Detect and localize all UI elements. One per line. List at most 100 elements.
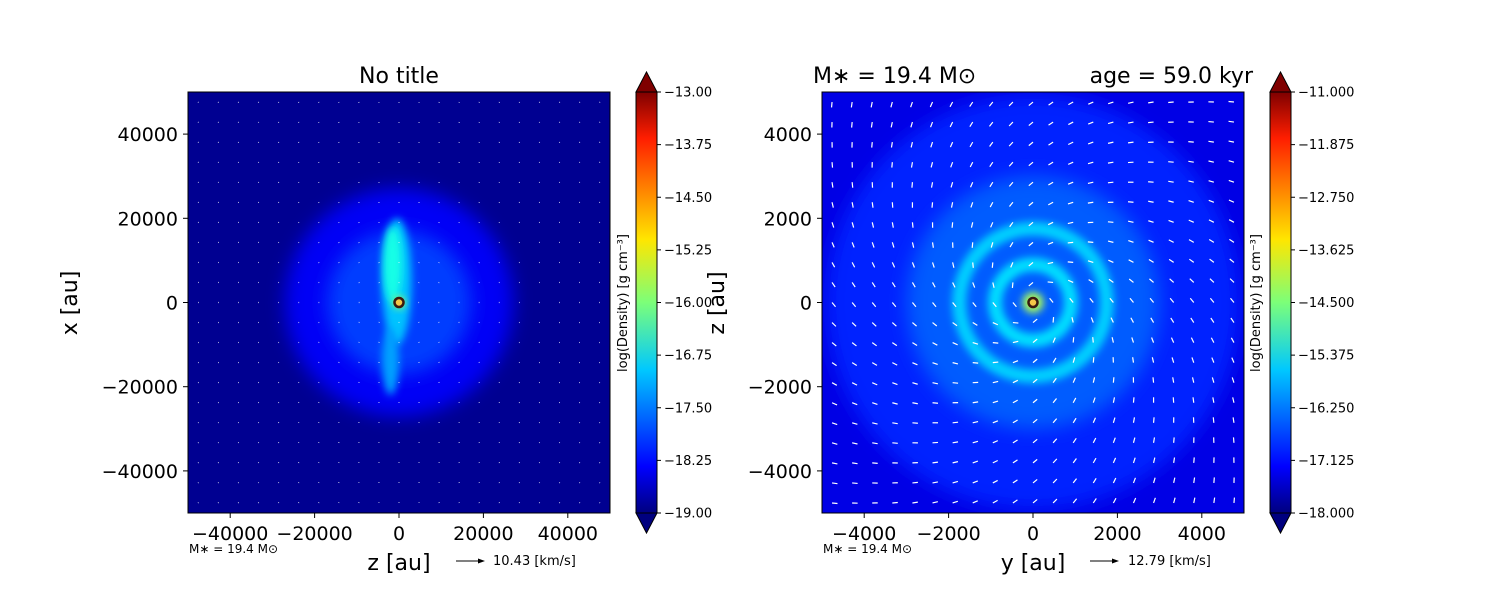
velocity-arrow (891, 262, 896, 268)
velocity-arrow (872, 402, 878, 406)
velocity-arrow (1208, 140, 1214, 143)
colorbar-label-right: log(Density) [g cm⁻³] (1249, 234, 1264, 372)
velocity-arrow (910, 141, 914, 148)
velocity-arrow (1047, 241, 1054, 245)
colorbar-tick-label: −16.75 (664, 349, 712, 364)
velocity-arrow (1132, 357, 1135, 363)
velocity-arrow (972, 500, 978, 504)
velocity-arrow (871, 382, 878, 386)
velocity-arrow (1087, 260, 1094, 263)
y-axis-left: −40000 −20000 0 20000 40000 (102, 124, 188, 483)
velocity-arrow (891, 322, 897, 327)
velocity-arrow (1191, 377, 1195, 383)
velocity-arrow (992, 361, 999, 364)
colorbar-tick-label: −13.00 (664, 86, 712, 101)
velocity-arrow (952, 342, 958, 346)
velocity-arrow (1032, 318, 1038, 324)
velocity-arrow (992, 282, 995, 288)
velocity-arrow (1170, 317, 1175, 323)
velocity-arrow (952, 362, 959, 365)
velocity-arrow (1107, 181, 1114, 184)
velocity-arrow (912, 501, 918, 504)
velocity-arrow (1107, 121, 1114, 125)
velocity-arrow (1188, 219, 1195, 223)
velocity-arrow (872, 422, 878, 425)
velocity-arrow (1168, 258, 1175, 263)
velocity-arrow (831, 322, 837, 327)
velocity-arrow (1127, 220, 1134, 223)
velocity-arrow (932, 382, 939, 385)
velocity-arrow (1009, 221, 1014, 228)
colorbar-extend-min-left (635, 512, 658, 535)
density-map-right (822, 92, 1244, 513)
velocity-arrow (1168, 239, 1174, 243)
colorbar-right: −11.000 −11.875 −12.750 −13.625 −14.500 −15.3… (1249, 70, 1354, 535)
velocity-arrow (1231, 357, 1235, 363)
x-tick-label: 0 (393, 523, 405, 545)
colorbar-gradient-left (635, 91, 658, 514)
velocity-arrow (831, 362, 837, 367)
velocity-arrow (950, 182, 954, 188)
velocity-arrow (1069, 297, 1074, 303)
velocity-arrow (891, 342, 898, 347)
velocity-arrow (1152, 477, 1156, 484)
x-tick-label: −20000 (276, 523, 352, 545)
velocity-arrow (1127, 141, 1134, 144)
velocity-arrow (831, 462, 838, 465)
velocity-arrow (1211, 377, 1215, 383)
velocity-arrow (929, 101, 934, 108)
y-tick-label: −20000 (102, 377, 178, 399)
star-marker-left (393, 296, 405, 309)
velocity-arrow (972, 282, 976, 288)
velocity-arrow (912, 322, 917, 327)
x-tick-label: 0 (1027, 523, 1039, 545)
velocity-arrow (831, 282, 836, 288)
velocity-arrow (1072, 437, 1077, 444)
velocity-arrow (1008, 161, 1014, 167)
velocity-arrow (1193, 477, 1196, 484)
velocity-arrow (1152, 377, 1155, 383)
velocity-arrow (1188, 199, 1194, 203)
velocity-arrow (1032, 499, 1038, 504)
velocity-arrow (952, 282, 956, 288)
velocity-arrow (932, 461, 939, 464)
velocity-arrow (1232, 397, 1235, 403)
x-axis-right: −4000 −2000 0 2000 4000 (832, 513, 1226, 545)
velocity-arrow (1112, 397, 1116, 403)
velocity-arrow (1151, 337, 1155, 343)
velocity-arrow (989, 161, 994, 168)
velocity-arrow (1209, 258, 1215, 263)
colorbar-tick-label: −12.750 (1298, 191, 1354, 206)
y-axis-label-right: z [au] (705, 271, 730, 334)
velocity-arrow (1193, 497, 1196, 504)
velocity-arrow (1028, 201, 1034, 207)
velocity-arrow (852, 442, 858, 445)
velocity-arrow (1112, 457, 1117, 464)
velocity-arrow (1148, 121, 1154, 124)
velocity-arrow (831, 202, 834, 208)
velocity-arrow (1012, 499, 1018, 504)
velocity-arrow (892, 422, 898, 425)
velocity-arrow (1052, 498, 1058, 504)
velocity-arrow (1067, 201, 1074, 205)
velocity-arrow (1189, 297, 1195, 303)
velocity-arrow (1092, 437, 1097, 444)
velocity-arrow (932, 362, 938, 366)
velocity-arrow (891, 282, 896, 288)
velocity-arrow (1092, 397, 1096, 403)
density-map-left (188, 92, 610, 513)
velocity-arrow (1087, 121, 1094, 125)
velocity-arrow (932, 302, 937, 308)
velocity-arrow (1107, 161, 1114, 164)
velocity-arrow (1171, 357, 1175, 363)
velocity-arrow (871, 202, 874, 208)
velocity-arrow (1067, 181, 1074, 185)
velocity-arrow (1032, 458, 1038, 464)
velocity-arrow (871, 362, 878, 366)
velocity-arrow (1092, 417, 1097, 424)
velocity-arrow (1088, 101, 1094, 105)
velocity-arrow (1112, 417, 1116, 423)
velocity-arrow (1232, 417, 1235, 423)
panel-right: M∗ = 19.4 M⊙ age = 59.0 kyr −4000 −2000 0 2… (705, 64, 1254, 576)
velocity-arrow (1092, 457, 1097, 464)
